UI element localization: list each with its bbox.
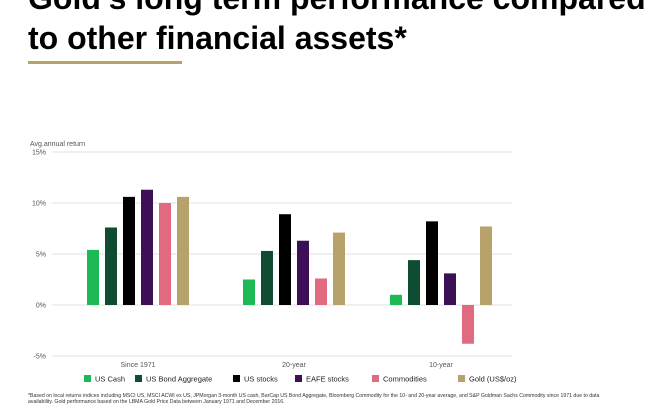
bar-eafe-stocks (297, 240, 309, 305)
legend-label: Gold (US$/oz) (469, 375, 517, 384)
bar-us-cash (87, 249, 99, 305)
title-underline (28, 61, 182, 64)
legend-swatch (84, 375, 91, 382)
legend-swatch (135, 375, 142, 382)
legend-swatch (233, 375, 240, 382)
bar-us-bond-aggregate (105, 227, 117, 305)
title-line-2: to other financial assets* (28, 20, 407, 56)
legend-label: US stocks (244, 375, 278, 384)
x-tick-label: 10-year (429, 362, 453, 369)
footnote: *Based on local returns indices includin… (28, 393, 600, 406)
bar-us-stocks (426, 221, 438, 305)
legend-swatch (458, 375, 465, 382)
bar-commodities (159, 203, 171, 305)
y-tick-label: 5% (36, 252, 46, 259)
bar-us-bond-aggregate (261, 250, 273, 305)
bar-gold-us-oz- (480, 226, 492, 305)
y-tick-label: 10% (32, 201, 46, 208)
bar-eafe-stocks (141, 189, 153, 305)
bar-us-cash (243, 279, 255, 305)
y-tick-label: 0% (36, 303, 46, 310)
x-tick-label: Since 1971 (120, 362, 155, 369)
page-title: Gold’s long term performance compared to… (28, 0, 660, 58)
bar-eafe-stocks (444, 273, 456, 305)
title-line-1: Gold’s long term performance compared (28, 0, 660, 18)
bar-us-bond-aggregate (408, 260, 420, 305)
legend-swatch (372, 375, 379, 382)
legend-label: EAFE stocks (306, 375, 349, 384)
y-tick-label: 15% (32, 150, 46, 157)
legend-swatch (295, 375, 302, 382)
bar-us-stocks (123, 196, 135, 305)
legend-label: US Cash (95, 375, 125, 384)
y-tick-label: -5% (34, 354, 46, 361)
bar-commodities (462, 305, 474, 344)
bar-us-stocks (279, 214, 291, 305)
bar-commodities (315, 278, 327, 305)
x-tick-label: 20-year (282, 362, 306, 369)
y-axis-label: Avg.annual return (30, 141, 85, 148)
legend-label: Commodities (383, 375, 427, 384)
bar-gold-us-oz- (333, 232, 345, 305)
bar-gold-us-oz- (177, 196, 189, 305)
bar-us-cash (390, 294, 402, 305)
legend-label: US Bond Aggregate (146, 375, 212, 384)
